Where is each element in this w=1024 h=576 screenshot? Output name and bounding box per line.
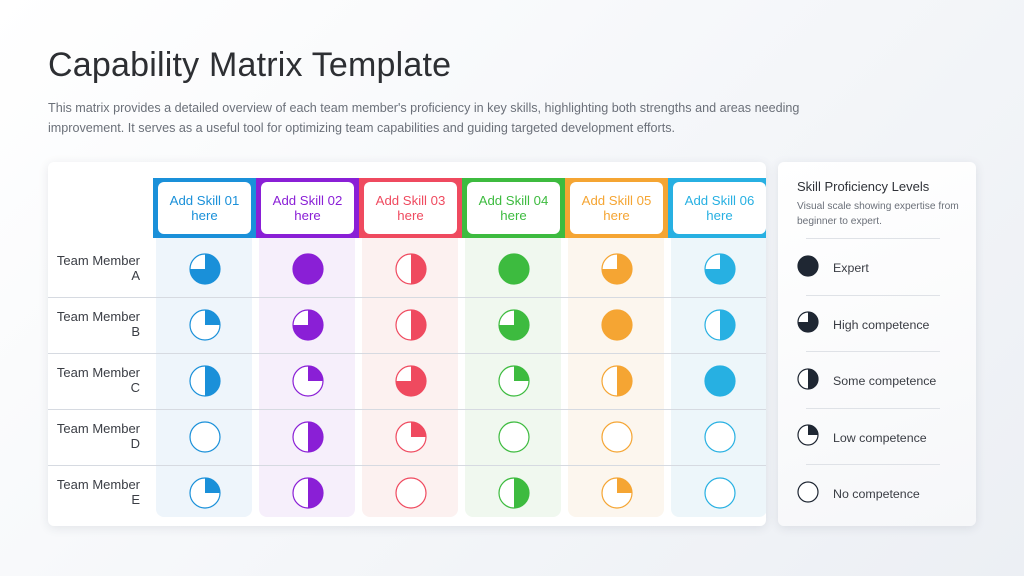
member-label: Team Member C [56, 365, 140, 395]
legend-label: High competence [833, 317, 930, 332]
proficiency-indicator [600, 477, 633, 509]
proficiency-indicator [703, 309, 736, 341]
skill-header-label[interactable]: Add Skill 05 here [570, 182, 663, 234]
legend-label: Expert [833, 261, 869, 275]
proficiency-indicator [188, 477, 221, 509]
legend-item: No competence [797, 474, 962, 514]
capability-matrix: Add Skill 01 here Add Skill 02 here Add Sk… [48, 162, 766, 526]
proficiency-indicator [188, 253, 221, 285]
skill-header-label[interactable]: Add Skill 01 here [158, 182, 251, 234]
proficiency-level-icon [797, 424, 819, 451]
proficiency-indicator [497, 253, 530, 285]
proficiency-indicator [188, 309, 221, 341]
skill-header-label[interactable]: Add Skill 02 here [261, 182, 354, 234]
legend-item: High competence [797, 305, 962, 345]
skill-header-label[interactable]: Add Skill 03 here [364, 182, 457, 234]
legend-label: Some competence [833, 374, 937, 388]
proficiency-level-icon [797, 311, 819, 338]
proficiency-indicator [703, 477, 736, 509]
legend-item: Some competence [797, 361, 962, 401]
proficiency-indicator [291, 309, 324, 341]
row-divider [48, 297, 766, 298]
proficiency-level-icon [797, 367, 819, 395]
proficiency-indicator [600, 365, 633, 397]
proficiency-indicator [394, 253, 427, 285]
legend-divider [806, 351, 940, 352]
page-description: This matrix provides a detailed overview… [48, 101, 800, 135]
skill-header-1: Add Skill 01 here [153, 178, 256, 238]
proficiency-indicator [394, 309, 427, 341]
skill-header-2: Add Skill 02 here [256, 178, 359, 238]
row-divider [48, 353, 766, 354]
legend-item: Expert [797, 248, 962, 288]
member-label: Team Member D [56, 421, 140, 451]
skill-header-6: Add Skill 06 here [668, 178, 766, 238]
legend-label: Low competence [833, 430, 927, 445]
legend-item: Low competence [797, 418, 962, 458]
proficiency-indicator [291, 421, 324, 453]
proficiency-indicator [703, 421, 736, 453]
proficiency-indicator [291, 253, 324, 285]
skill-header-5: Add Skill 05 here [565, 178, 668, 238]
proficiency-indicator [394, 477, 427, 509]
proficiency-indicator [703, 365, 736, 397]
proficiency-indicator [291, 477, 324, 509]
proficiency-level-icon [797, 254, 819, 282]
proficiency-indicator [600, 253, 633, 285]
proficiency-level-icon [797, 480, 819, 508]
proficiency-indicator [497, 421, 530, 453]
proficiency-indicator [394, 365, 427, 397]
legend-divider [806, 238, 940, 239]
proficiency-indicator [394, 421, 427, 453]
member-label: Team Member B [56, 309, 140, 339]
proficiency-indicator [703, 253, 736, 285]
skill-header-label[interactable]: Add Skill 06 here [673, 182, 766, 234]
legend-panel: Skill Proficiency Levels Visual scale sh… [778, 162, 976, 526]
legend-label: No competence [833, 487, 920, 501]
proficiency-indicator [291, 365, 324, 397]
legend-title: Skill Proficiency Levels [797, 179, 930, 194]
proficiency-indicator [497, 365, 530, 397]
page-title: Capability Matrix Template [48, 46, 452, 84]
proficiency-indicator [497, 309, 530, 341]
legend-divider [806, 294, 940, 296]
member-label: Team Member A [56, 253, 140, 283]
legend-divider [806, 407, 940, 409]
proficiency-indicator [497, 477, 530, 509]
row-divider [48, 409, 766, 410]
proficiency-indicator [600, 309, 633, 341]
proficiency-indicator [188, 421, 221, 453]
member-label: Team Member E [56, 477, 140, 507]
legend-subtitle: Visual scale showing expertise from begi… [797, 201, 959, 227]
proficiency-indicator [600, 421, 633, 453]
skill-header-label[interactable]: Add Skill 04 here [467, 182, 560, 234]
row-divider [48, 465, 766, 466]
skill-header-4: Add Skill 04 here [462, 178, 565, 238]
legend-divider [806, 464, 940, 465]
proficiency-indicator [188, 365, 221, 397]
skill-header-3: Add Skill 03 here [359, 178, 462, 238]
